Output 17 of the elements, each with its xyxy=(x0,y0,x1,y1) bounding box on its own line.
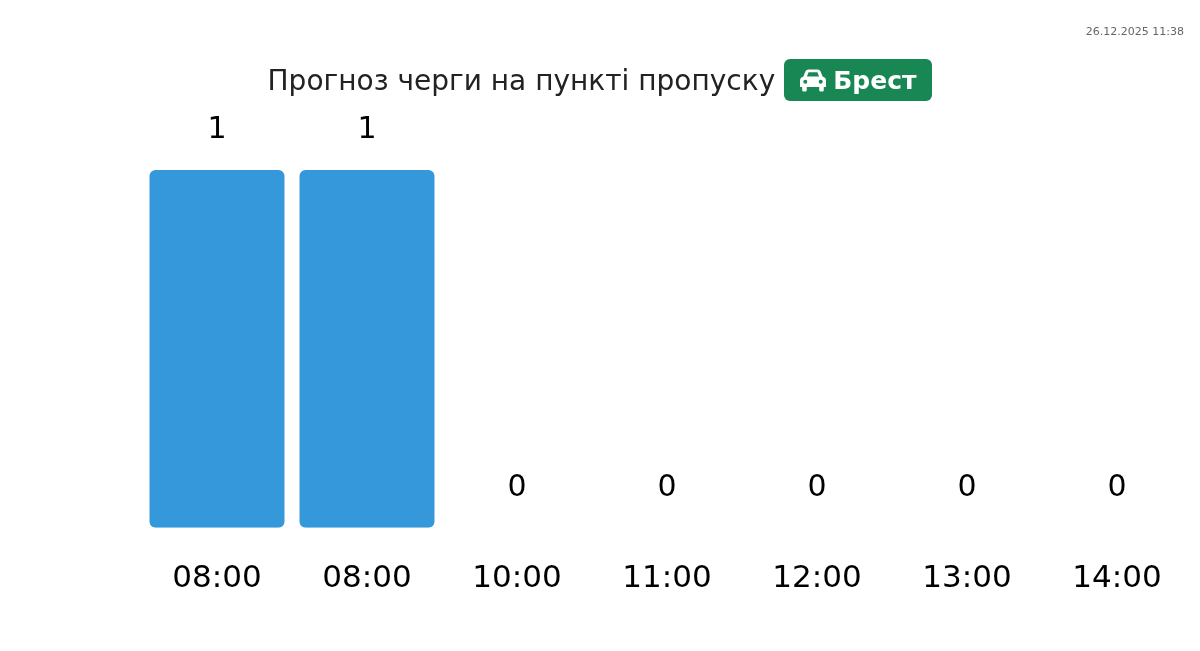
data-label: 0 xyxy=(1107,467,1127,503)
data-label: 0 xyxy=(507,467,527,503)
x-tick-label: 12:00 xyxy=(772,558,862,595)
x-tick-label: 08:00 xyxy=(172,558,262,595)
data-label: 0 xyxy=(957,467,977,503)
x-tick-label: 13:00 xyxy=(922,558,1012,595)
x-tick-label: 10:00 xyxy=(472,558,562,595)
x-tick-label: 11:00 xyxy=(622,558,712,595)
text: 26.12.2025 11:38 xyxy=(1085,25,1184,39)
x-tick-label: 08:00 xyxy=(322,558,412,595)
chart-title: Прогноз черги на пункті пропуску xyxy=(267,63,776,97)
data-label: 0 xyxy=(657,467,677,503)
data-label: 1 xyxy=(357,109,377,145)
data-label: 0 xyxy=(807,467,827,503)
chart-subtitle: Брест xyxy=(833,65,917,95)
x-tick-label: 14:00 xyxy=(1072,558,1162,595)
data-label: 1 xyxy=(207,109,227,145)
